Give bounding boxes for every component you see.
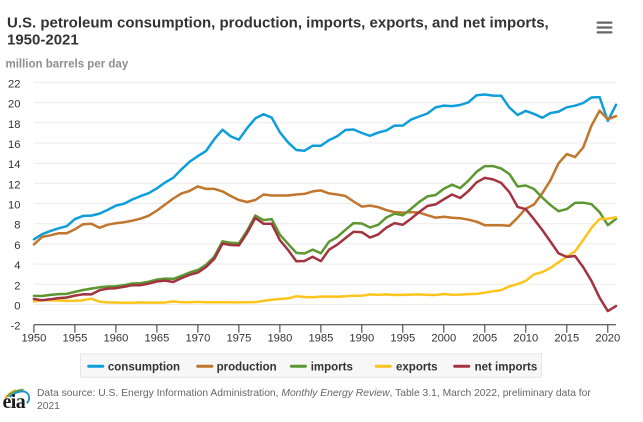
svg-text:1975: 1975 (226, 333, 251, 345)
svg-text:1950-2021: 1950-2021 (7, 32, 79, 49)
svg-text:Data source: U.S. Energy Infor: Data source: U.S. Energy Information Adm… (37, 388, 591, 399)
svg-text:0: 0 (14, 301, 20, 313)
svg-text:U.S. petroleum consumption, pr: U.S. petroleum consumption, production, … (7, 15, 549, 32)
svg-text:10: 10 (8, 200, 20, 212)
svg-text:6: 6 (14, 240, 20, 252)
svg-text:2021: 2021 (37, 401, 60, 412)
svg-text:14: 14 (8, 159, 20, 171)
svg-text:exports: exports (396, 361, 438, 373)
svg-text:1950: 1950 (21, 333, 46, 345)
svg-text:4: 4 (14, 260, 20, 272)
svg-text:consumption: consumption (108, 361, 180, 373)
svg-text:production: production (217, 361, 277, 373)
svg-text:2: 2 (14, 280, 20, 292)
svg-text:12: 12 (8, 179, 20, 191)
svg-text:2010: 2010 (513, 333, 538, 345)
svg-text:imports: imports (311, 361, 353, 373)
svg-text:18: 18 (8, 119, 20, 131)
svg-text:1965: 1965 (144, 333, 169, 345)
svg-text:22: 22 (8, 78, 20, 90)
svg-text:8: 8 (14, 220, 20, 232)
svg-text:2015: 2015 (554, 333, 579, 345)
svg-text:20: 20 (8, 99, 20, 111)
svg-text:1985: 1985 (308, 333, 333, 345)
svg-text:eia: eia (3, 391, 26, 413)
svg-text:million barrels per day: million barrels per day (6, 59, 129, 71)
svg-text:1990: 1990 (349, 333, 374, 345)
svg-text:2000: 2000 (431, 333, 456, 345)
svg-text:-2: -2 (11, 321, 21, 333)
svg-text:1960: 1960 (103, 333, 128, 345)
svg-text:net imports: net imports (475, 361, 538, 373)
svg-text:1980: 1980 (267, 333, 292, 345)
svg-text:2020: 2020 (595, 333, 620, 345)
svg-text:16: 16 (8, 139, 20, 151)
svg-text:1970: 1970 (185, 333, 210, 345)
svg-text:1955: 1955 (62, 333, 87, 345)
svg-text:1995: 1995 (390, 333, 415, 345)
svg-text:2005: 2005 (472, 333, 497, 345)
